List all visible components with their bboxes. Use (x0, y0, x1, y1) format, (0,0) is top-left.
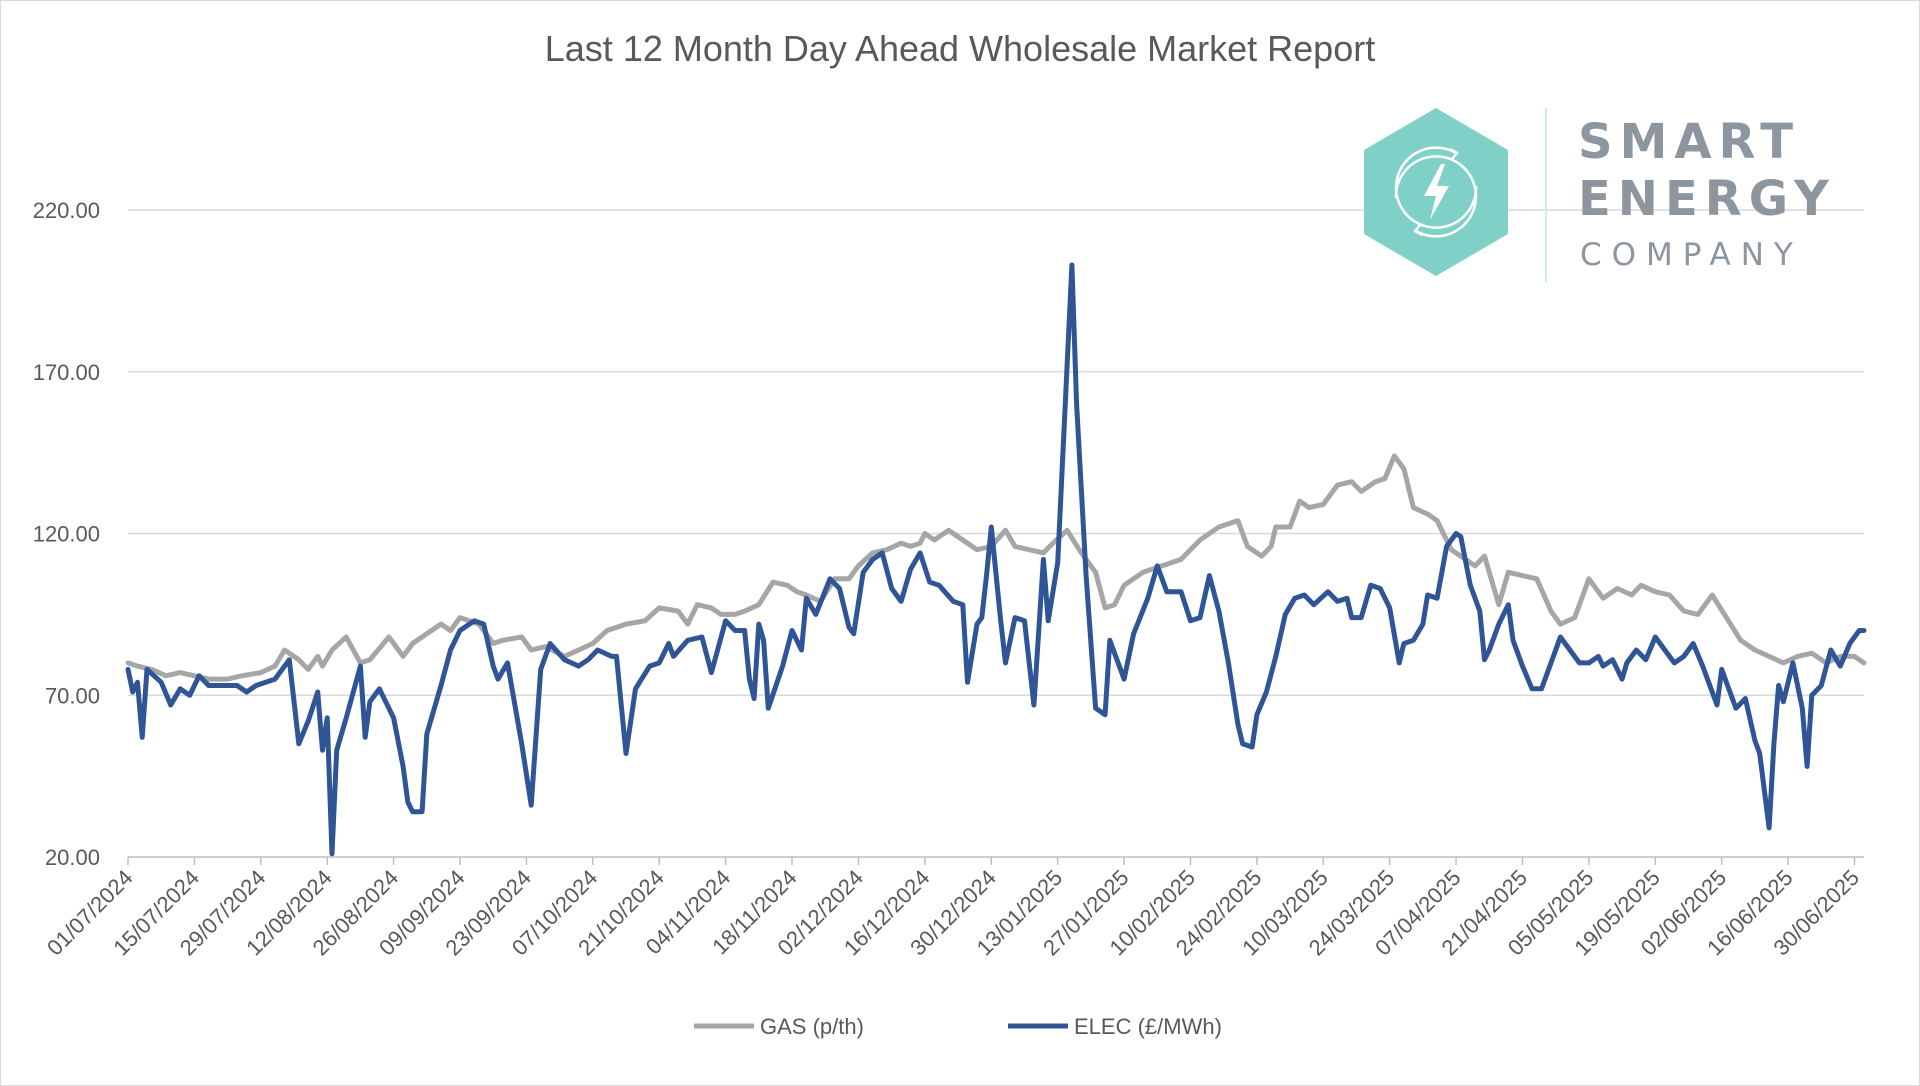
y-tick-label: 70.00 (45, 683, 100, 708)
logo-line-smart: SMART (1578, 114, 1800, 170)
y-tick-label: 220.00 (33, 198, 100, 223)
series-line-elec (125, 262, 1867, 857)
y-axis-ticks: 20.00 70.00 120.00 170.00 220.00 (33, 198, 100, 870)
lightning-bolt-icon (1394, 146, 1478, 238)
y-tick-label: 120.00 (33, 522, 100, 547)
legend-label-gas: GAS (p/th) (760, 1014, 864, 1039)
x-axis-ticks: 01/07/202415/07/202429/07/202412/08/2024… (42, 857, 1864, 960)
series-lines (125, 262, 1867, 857)
y-tick-label: 20.00 (45, 845, 100, 870)
logo-line-company: COMPANY (1580, 237, 1803, 273)
company-logo: SMART ENERGY COMPANY (1364, 108, 1836, 282)
series-line-gas (125, 453, 1867, 682)
logo-line-energy: ENERGY (1578, 171, 1836, 227)
legend: GAS (p/th) ELEC (£/MWh) (694, 1014, 1222, 1039)
legend-label-elec: ELEC (£/MWh) (1074, 1014, 1222, 1039)
chart-title: Last 12 Month Day Ahead Wholesale Market… (544, 28, 1376, 69)
y-tick-label: 170.00 (33, 360, 100, 385)
gridlines (128, 209, 1864, 696)
